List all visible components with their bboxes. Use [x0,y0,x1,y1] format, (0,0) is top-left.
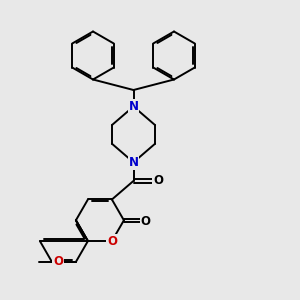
Text: N: N [128,100,139,113]
Text: O: O [107,235,117,248]
Text: O: O [141,215,151,228]
Text: N: N [128,156,139,169]
Text: O: O [153,174,163,188]
Text: O: O [53,255,63,268]
